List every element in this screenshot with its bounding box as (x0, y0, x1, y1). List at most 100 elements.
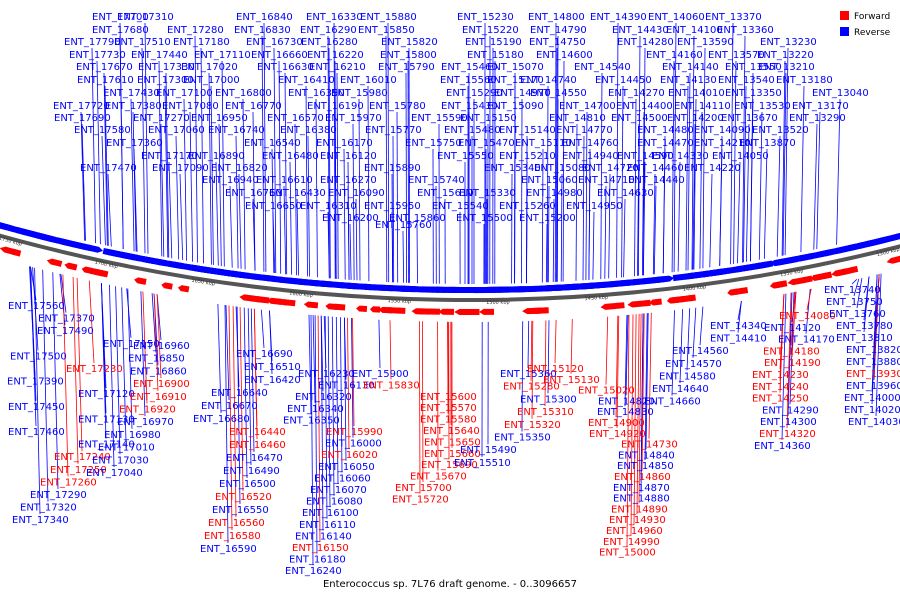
gene-label: ENT_13590 (677, 37, 734, 48)
gene-leader-line (582, 135, 585, 281)
gene-leader-line (709, 173, 713, 268)
gene-leader-line (327, 35, 330, 279)
gene-label: ENT_15830 (363, 380, 420, 391)
gene-label: ENT_15260 (499, 201, 556, 212)
forward-gene (454, 308, 472, 316)
gene-label: ENT_14810 (549, 113, 606, 124)
gene-label: ENT_16660 (251, 50, 308, 61)
gene-label: ENT_17300 (137, 75, 194, 86)
genome-backbone-arc (0, 233, 900, 302)
gene-label: ENT_14540 (574, 62, 631, 73)
gene-label: ENT_13670 (721, 113, 778, 124)
gene-label: ENT_16020 (321, 450, 378, 461)
gene-label: ENT_17490 (37, 326, 94, 337)
gene-label: ENT_15220 (462, 25, 519, 36)
gene-label: ENT_14730 (621, 440, 678, 451)
gene-label: ENT_17460 (8, 427, 65, 438)
genome-caption: Enterococcus sp. 7L76 draft genome. - 0.… (323, 579, 577, 590)
gene-leader-line (730, 22, 734, 265)
gene-leader-line (242, 98, 246, 270)
gene-label: ENT_15970 (325, 113, 382, 124)
gene-label: ENT_14220 (684, 163, 741, 174)
gene-label: ENT_14940 (562, 151, 619, 162)
gene-label: ENT_15290 (446, 88, 503, 99)
forward-gene (466, 308, 480, 316)
gene-leader-line (336, 72, 339, 280)
gene-leader-line (289, 161, 292, 275)
gene-label: ENT_17790 (64, 37, 121, 48)
gene-leader-line (853, 278, 860, 297)
gene-leader-line (215, 161, 219, 266)
scale-tick-label: 1350 kbp (780, 268, 804, 278)
gene-label: ENT_16190 (307, 101, 364, 112)
gene-label: ENT_15570 (420, 403, 477, 414)
gene-leader-line (121, 287, 127, 442)
gene-label: ENT_17130 (78, 414, 135, 425)
gene-label: ENT_16050 (318, 462, 375, 473)
reverse-gene (658, 275, 675, 283)
gene-leader-line (307, 135, 310, 277)
gene-label: ENT_16200 (322, 213, 379, 224)
forward-gene (479, 308, 495, 315)
gene-label: ENT_17680 (92, 25, 149, 36)
gene-leader-line (317, 315, 321, 543)
gene-leader-line (221, 60, 225, 267)
gene-label: ENT_16800 (215, 88, 272, 99)
gene-label: ENT_16410 (278, 75, 335, 86)
gene-label: ENT_14390 (590, 12, 647, 23)
gene-label: ENT_17440 (131, 50, 188, 61)
gene-leader-line (352, 318, 355, 427)
gene-leader-line (585, 111, 588, 281)
gene-label: ENT_15350 (494, 433, 551, 444)
gene-label: ENT_16420 (244, 375, 301, 386)
legend-swatch-forward (840, 11, 849, 20)
gene-leader-line (562, 60, 565, 282)
gene-label: ENT_16100 (302, 508, 359, 519)
gene-label: ENT_14110 (674, 101, 731, 112)
gene-leader-line (343, 148, 346, 280)
gene-label: ENT_14840 (618, 450, 675, 461)
gene-label: ENT_14920 (589, 429, 646, 440)
gene-label: ENT_17450 (8, 402, 65, 413)
gene-label: ENT_16900 (133, 379, 190, 390)
gene-leader-line (175, 135, 180, 260)
gene-label: ENT_14880 (613, 494, 670, 505)
gene-label: ENT_15700 (395, 483, 452, 494)
gene-leader-line (179, 173, 184, 261)
forward-gene (392, 307, 406, 314)
gene-label: ENT_16940 (202, 175, 259, 186)
gene-label: ENT_16760 (225, 188, 282, 199)
gene-leader-line (253, 308, 258, 440)
gene-label: ENT_16580 (204, 531, 261, 542)
gene-label: ENT_13220 (757, 50, 814, 61)
gene-leader-line (271, 148, 275, 273)
gene-label: ENT_14750 (529, 37, 586, 48)
forward-gene (627, 300, 644, 308)
gene-label: ENT_14100 (666, 25, 723, 36)
gene-leader-line (239, 306, 244, 492)
gene-leader-line (52, 272, 59, 490)
forward-gene (279, 299, 296, 307)
gene-leader-line (531, 320, 534, 419)
gene-label: ENT_14830 (597, 407, 654, 418)
gene-leader-line (685, 85, 689, 271)
gene-label: ENT_16140 (295, 531, 352, 542)
gene-label: ENT_16550 (212, 505, 269, 516)
gene-leader-line (331, 316, 335, 496)
gene-leader-line (392, 135, 395, 283)
gene-leader-line (396, 111, 399, 283)
gene-label: ENT_14870 (613, 483, 670, 494)
forward-gene (600, 303, 617, 310)
gene-label: ENT_14190 (764, 358, 821, 369)
gene-leader-line (225, 305, 230, 401)
forward-gene (771, 280, 788, 289)
gene-label: ENT_17260 (40, 477, 97, 488)
scale-tick-label: 1600 kbp (289, 291, 313, 299)
gene-leader-line (608, 173, 611, 279)
gene-leader-line (671, 310, 675, 396)
gene-label: ENT_15080 (534, 163, 591, 174)
forward-gene (9, 248, 22, 257)
gene-label: ENT_15850 (358, 25, 415, 36)
gene-label: ENT_14640 (652, 384, 709, 395)
gene-leader-line (151, 293, 157, 353)
